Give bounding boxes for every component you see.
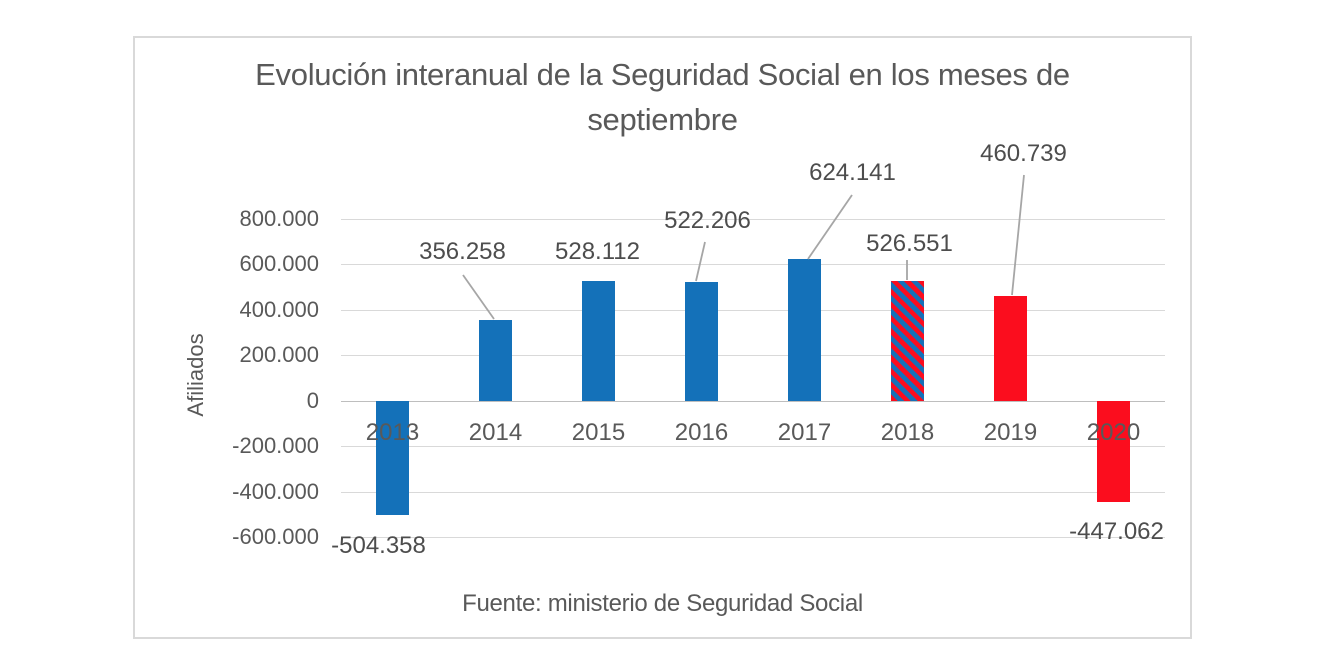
gridline [341, 264, 1165, 266]
x-axis-label-2018: 2018 [880, 419, 935, 446]
leader-line-2016 [695, 241, 706, 282]
x-axis-label-2015: 2015 [571, 419, 626, 446]
x-axis-label-2020: 2020 [1086, 419, 1141, 446]
leader-line-2014 [462, 274, 495, 320]
gridline [341, 446, 1165, 448]
plot-area: 800.000 600.000 400.000 200.000 0 -200.000 -40… [135, 38, 1190, 637]
bar-2016 [685, 282, 718, 401]
bar-2018 [891, 281, 924, 401]
bar-2014 [479, 319, 512, 401]
bar-2019 [994, 296, 1027, 401]
bar-2015 [582, 280, 615, 401]
x-axis-label-2017: 2017 [777, 419, 832, 446]
data-label-2018: 526.551 [866, 230, 953, 257]
data-label-2013: -504.358 [331, 532, 426, 559]
chart-title: Evolución interanual de la Seguridad Soc… [255, 57, 1070, 137]
data-label-2019: 460.739 [980, 140, 1067, 167]
gridline [341, 219, 1165, 220]
data-label-2017: 624.141 [809, 159, 896, 186]
bar-2013 [376, 400, 409, 516]
data-label-2020: -447.062 [1069, 518, 1164, 545]
data-label-2016: 522.206 [664, 207, 751, 234]
gridline [341, 491, 1165, 493]
x-axis-label-2019: 2019 [983, 419, 1038, 446]
gridline [341, 309, 1165, 311]
y-axis-tick-label: 200.000 [239, 342, 319, 368]
source-note: Fuente: ministerio de Seguridad Social [462, 590, 863, 617]
leader-line-2019 [1011, 174, 1025, 296]
gridline [341, 537, 1165, 538]
y-axis-tick-label: -600.000 [232, 524, 319, 549]
gridline [341, 355, 1165, 357]
y-axis-tick-label: 800.000 [239, 206, 319, 231]
x-axis-label-2013: 2013 [365, 419, 420, 446]
data-label-2015: 528.112 [555, 238, 640, 265]
y-axis-tick-label: -200.000 [232, 433, 319, 459]
x-axis-zero-line [341, 400, 1165, 402]
data-label-2014: 356.258 [419, 238, 506, 265]
y-axis-tick-label: -400.000 [232, 478, 319, 504]
y-axis-tick-label: 600.000 [239, 251, 319, 277]
x-axis-label-2016: 2016 [674, 419, 729, 446]
chart-frame: Evolución interanual de la Seguridad Soc… [133, 36, 1192, 639]
bar-2017 [788, 258, 821, 401]
y-axis-tick-label: 0 [306, 387, 319, 413]
x-axis-label-2014: 2014 [468, 419, 523, 446]
bar-2020 [1097, 400, 1130, 503]
y-axis-tick-label: 400.000 [239, 296, 319, 322]
